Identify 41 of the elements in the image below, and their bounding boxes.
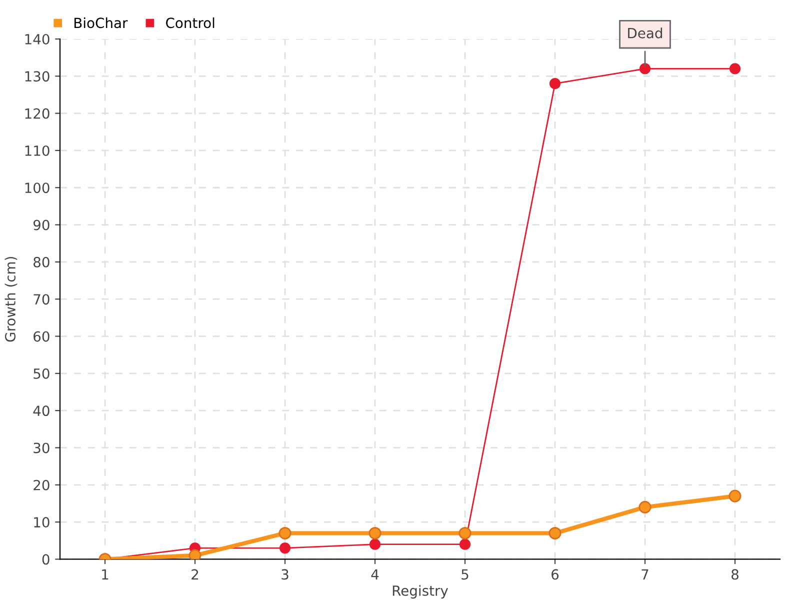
legend-label: BioChar — [74, 17, 128, 28]
point — [548, 526, 562, 540]
point — [729, 63, 741, 74]
y-tick-label: 70 — [34, 294, 50, 305]
y-tick-label: 50 — [34, 368, 50, 379]
x-tick-label: 6 — [552, 569, 559, 580]
y-tick-label: 10 — [34, 517, 50, 528]
point — [279, 542, 291, 554]
point — [549, 78, 561, 90]
point — [188, 549, 202, 560]
x-tick-label: 7 — [642, 569, 648, 580]
point — [459, 538, 471, 550]
y-tick-label: 30 — [34, 442, 50, 454]
y-tick-label: 80 — [34, 256, 50, 268]
x-tick-label: 2 — [192, 569, 198, 580]
point — [728, 490, 742, 502]
legend-label: Control — [166, 17, 214, 28]
point — [458, 526, 472, 540]
annotation: Dead — [628, 28, 662, 38]
y-tick-label: 40 — [33, 406, 50, 416]
point — [369, 538, 381, 550]
y-axis-title: Growth (cm) — [4, 256, 18, 342]
x-tick-label: 5 — [462, 569, 468, 580]
x-tick-label: 3 — [282, 569, 288, 580]
y-tick-label: 100 — [25, 182, 50, 194]
point — [639, 63, 651, 74]
y-tick-label: 140 — [25, 34, 50, 44]
y-tick-label: 90 — [33, 220, 50, 230]
x-tick-label: 8 — [732, 569, 738, 580]
point — [638, 500, 652, 514]
y-tick-label: 0 — [42, 554, 50, 565]
x-axis-title: Registry — [392, 585, 448, 599]
y-tick-label: 110 — [25, 145, 50, 156]
y-tick-label: 60 — [34, 331, 50, 342]
y-tick-label: 130 — [25, 71, 50, 82]
point — [368, 526, 382, 540]
y-tick-label: 120 — [25, 108, 50, 119]
x-tick-label: 1 — [102, 569, 108, 580]
y-tick-label: 20 — [34, 480, 50, 490]
point — [278, 526, 292, 540]
x-tick-label: 4 — [371, 569, 379, 580]
